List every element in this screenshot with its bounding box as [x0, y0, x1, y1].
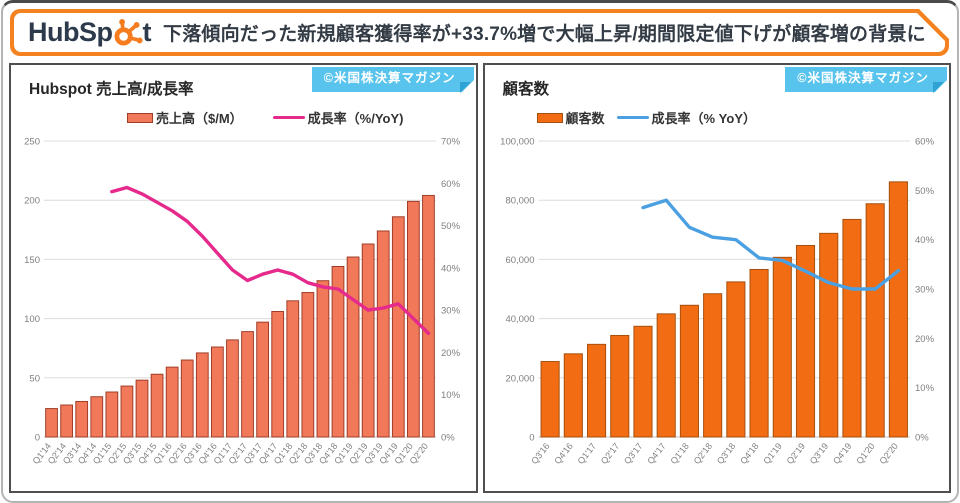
svg-text:Q4'17: Q4'17 [645, 441, 668, 466]
svg-text:40%: 40% [915, 235, 935, 246]
watermark-text: ©米国株決算マガジン [797, 71, 929, 85]
revenue-growth-line-swatch [272, 115, 305, 120]
svg-text:20%: 20% [915, 334, 935, 345]
legend-label-revenue-growth: 成長率（%/YoY) [307, 111, 404, 126]
svg-text:Q4'19: Q4'19 [831, 441, 854, 466]
svg-text:60,000: 60,000 [505, 255, 534, 266]
growth-line [641, 198, 900, 291]
header-banner: HubSp t 下落傾向だった新規顧客獲得率が+33.7%増で大幅上昇/期間限定… [10, 9, 949, 56]
legend-item-customers: 顧客数 [536, 108, 605, 127]
svg-text:Q2'20: Q2'20 [877, 441, 900, 466]
svg-text:Q3'16: Q3'16 [529, 441, 552, 466]
legend-label-customers-growth: 成長率（% YoY） [651, 111, 757, 126]
svg-text:Q2'19: Q2'19 [784, 441, 807, 466]
svg-text:30%: 30% [915, 285, 935, 296]
revenue-chart-title: Hubspot 売上高/成長率 [29, 81, 194, 98]
customers-growth-line-swatch [616, 115, 649, 120]
svg-text:100,000: 100,000 [500, 137, 534, 148]
header-banner-inner: HubSp t 下落傾向だった新規顧客獲得率が+33.7%増で大幅上昇/期間限定… [14, 13, 945, 52]
bars [45, 194, 436, 438]
svg-text:0%: 0% [915, 433, 929, 444]
svg-text:Q3'19: Q3'19 [808, 441, 831, 466]
svg-text:50%: 50% [915, 186, 935, 197]
revenue-chart-panel: ©米国株決算マガジン Hubspot 売上高/成長率 売上高（$/M） 成長率（… [9, 63, 478, 493]
axis-tick-labels: 0 20,000 40,000 60,000 80,000 100,000 0% 10% 20%… [500, 137, 934, 444]
svg-text:0: 0 [35, 433, 40, 444]
watermark-badge: ©米国株決算マガジン [311, 67, 475, 93]
svg-text:Q3'17: Q3'17 [622, 441, 645, 466]
svg-text:Q1'19: Q1'19 [761, 441, 784, 466]
svg-text:10%: 10% [915, 383, 935, 394]
svg-text:Q1'17: Q1'17 [575, 441, 598, 466]
customers-chart-legend: 顧客数 成長率（% YoY） [536, 108, 950, 127]
revenue-chart-legend: 売上高（$/M） 成長率（%/YoY) [127, 108, 476, 127]
svg-text:Q4'16: Q4'16 [552, 441, 575, 466]
svg-text:40,000: 40,000 [505, 314, 534, 325]
svg-text:30%: 30% [441, 306, 461, 317]
legend-item-revenue: 売上高（$/M） [127, 108, 243, 127]
svg-text:Q1'18: Q1'18 [668, 441, 691, 466]
legend-item-customers-growth: 成長率（% YoY） [616, 108, 757, 127]
customers-bar-swatch [536, 112, 563, 123]
watermark-text: ©米国株決算マガジン [323, 71, 456, 85]
legend-item-revenue-growth: 成長率（%/YoY) [272, 108, 404, 127]
svg-text:100: 100 [24, 314, 40, 325]
svg-text:0: 0 [529, 433, 534, 444]
revenue-chart-plot: 0 50 100 150 200 250 0% 10% 20% 30% 40% 50% 60% 70% Q1… [24, 137, 460, 466]
legend-label-revenue: 売上高（$/M） [156, 111, 243, 126]
logo-text-suffix: t [142, 17, 151, 47]
svg-text:50: 50 [30, 373, 41, 384]
svg-text:250: 250 [24, 137, 40, 148]
svg-text:0%: 0% [441, 433, 455, 444]
x-axis-labels: Q3'16 Q4'16 Q1'17 Q2'17 Q3'17 Q4'17 Q1'18 Q2'18… [529, 441, 900, 466]
svg-text:60%: 60% [915, 137, 935, 148]
svg-text:Q2'17: Q2'17 [599, 441, 622, 466]
svg-text:200: 200 [24, 196, 40, 207]
customers-chart-panel: ©米国株決算マガジン 顧客数 顧客数 成長率（% YoY） 0 20,000 40,… [482, 63, 951, 493]
customers-chart-title: 顧客数 [502, 81, 550, 98]
hubspot-logo: HubSp t [28, 17, 151, 49]
charts-row: ©米国株決算マガジン Hubspot 売上高/成長率 売上高（$/M） 成長率（… [9, 63, 951, 493]
svg-text:60%: 60% [441, 179, 461, 190]
svg-text:Q1'20: Q1'20 [854, 441, 877, 466]
svg-text:150: 150 [24, 255, 40, 266]
svg-text:Q4'18: Q4'18 [738, 441, 761, 466]
svg-text:80,000: 80,000 [505, 196, 534, 207]
logo-text-prefix: HubSp [28, 17, 113, 47]
hubspot-sprocket-icon [112, 17, 144, 47]
svg-text:Q3'18: Q3'18 [715, 441, 738, 466]
headline: 下落傾向だった新規顧客獲得率が+33.7%増で大幅上昇/期間限定値下げが顧客増の… [163, 24, 926, 45]
svg-text:20%: 20% [441, 348, 461, 359]
svg-text:Q2'18: Q2'18 [691, 441, 714, 466]
svg-text:10%: 10% [441, 390, 461, 401]
legend-label-customers: 顧客数 [565, 111, 605, 126]
revenue-bar-swatch [127, 112, 153, 123]
customers-chart-plot: 0 20,000 40,000 60,000 80,000 100,000 0% 10% 20%… [500, 137, 934, 466]
svg-text:20,000: 20,000 [505, 373, 534, 384]
svg-text:70%: 70% [441, 137, 461, 148]
watermark-badge: ©米国株決算マガジン [785, 67, 948, 93]
svg-text:50%: 50% [441, 221, 461, 232]
svg-text:40%: 40% [441, 263, 461, 274]
axis-tick-labels: 0 50 100 150 200 250 0% 10% 20% 30% 40% 50% 60% 70% [24, 137, 460, 444]
growth-line [110, 185, 431, 336]
bars [540, 181, 908, 438]
x-axis-labels: Q1'14Q2'14Q3'14Q4'14Q1'15Q2'15Q3'15Q4'15… [31, 441, 431, 466]
